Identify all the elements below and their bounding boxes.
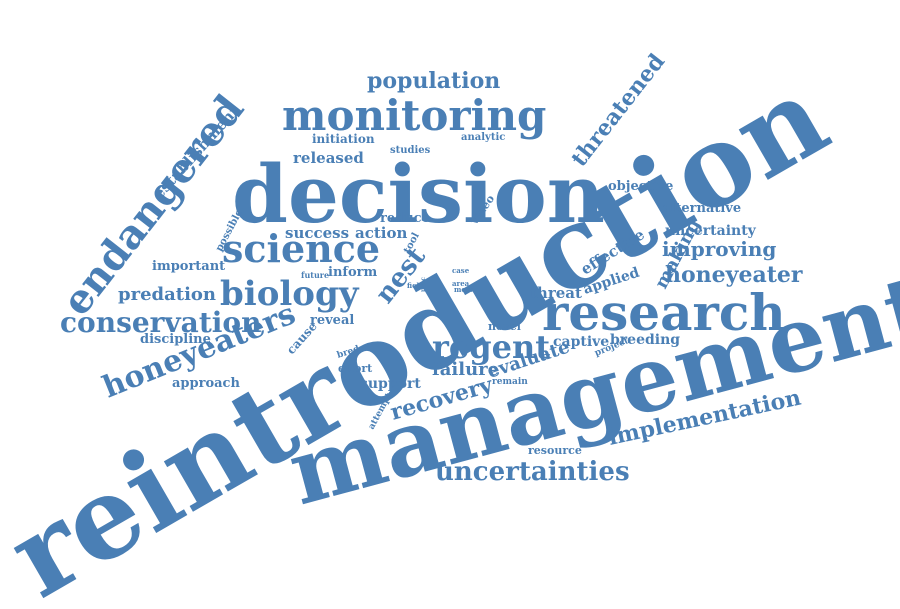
word-resource: resource [528, 444, 582, 457]
word-research: research [542, 283, 786, 342]
word-initiation: initiation [312, 132, 375, 146]
word-regent: regent [432, 328, 550, 366]
word-analytic: analytic [461, 132, 505, 143]
word-reduce: reduce [380, 211, 430, 226]
word-threat: threat [530, 284, 582, 302]
word-more: more [454, 285, 475, 294]
word-captive: captive [553, 334, 609, 350]
word-biology: biology [220, 274, 360, 314]
word-improving: improving [662, 237, 776, 261]
word-uncertainties: uncertainties [435, 457, 630, 487]
word-objective: objective [608, 179, 673, 194]
word-uncertainty: uncertainty [665, 223, 757, 239]
word-approach: approach [172, 376, 240, 391]
word-failure: failure [432, 359, 499, 380]
word-success: success [285, 224, 349, 242]
word-remain: remain [492, 377, 528, 387]
word-support: support [360, 376, 421, 392]
word-honeyeater: honeyeater [665, 262, 803, 288]
word-novel: novel [488, 320, 521, 333]
word-discipline: discipline [140, 332, 211, 347]
word-decision: decision [232, 147, 605, 241]
word-area: area [452, 279, 470, 288]
word-prac: prac [420, 277, 427, 292]
word-predation: predation [118, 284, 216, 305]
word-conservation: conservation [60, 306, 261, 339]
word-reveal: reveal [310, 313, 354, 328]
word-monitoring: monitoring [282, 91, 546, 140]
word-alternative: alternative [662, 201, 741, 216]
word-studies: studies [390, 145, 431, 156]
word-effort: effort [338, 362, 373, 375]
word-action: action [355, 224, 407, 242]
word-science: science [222, 226, 380, 271]
word-inform: inform [328, 265, 378, 280]
word-important: important [152, 259, 225, 274]
word-released: released [293, 149, 364, 167]
word-breeding: breeding [610, 332, 680, 348]
word-field: field [407, 281, 424, 290]
word-population: population [367, 68, 500, 94]
word-case: case [452, 266, 470, 275]
word-future: future [301, 270, 329, 280]
